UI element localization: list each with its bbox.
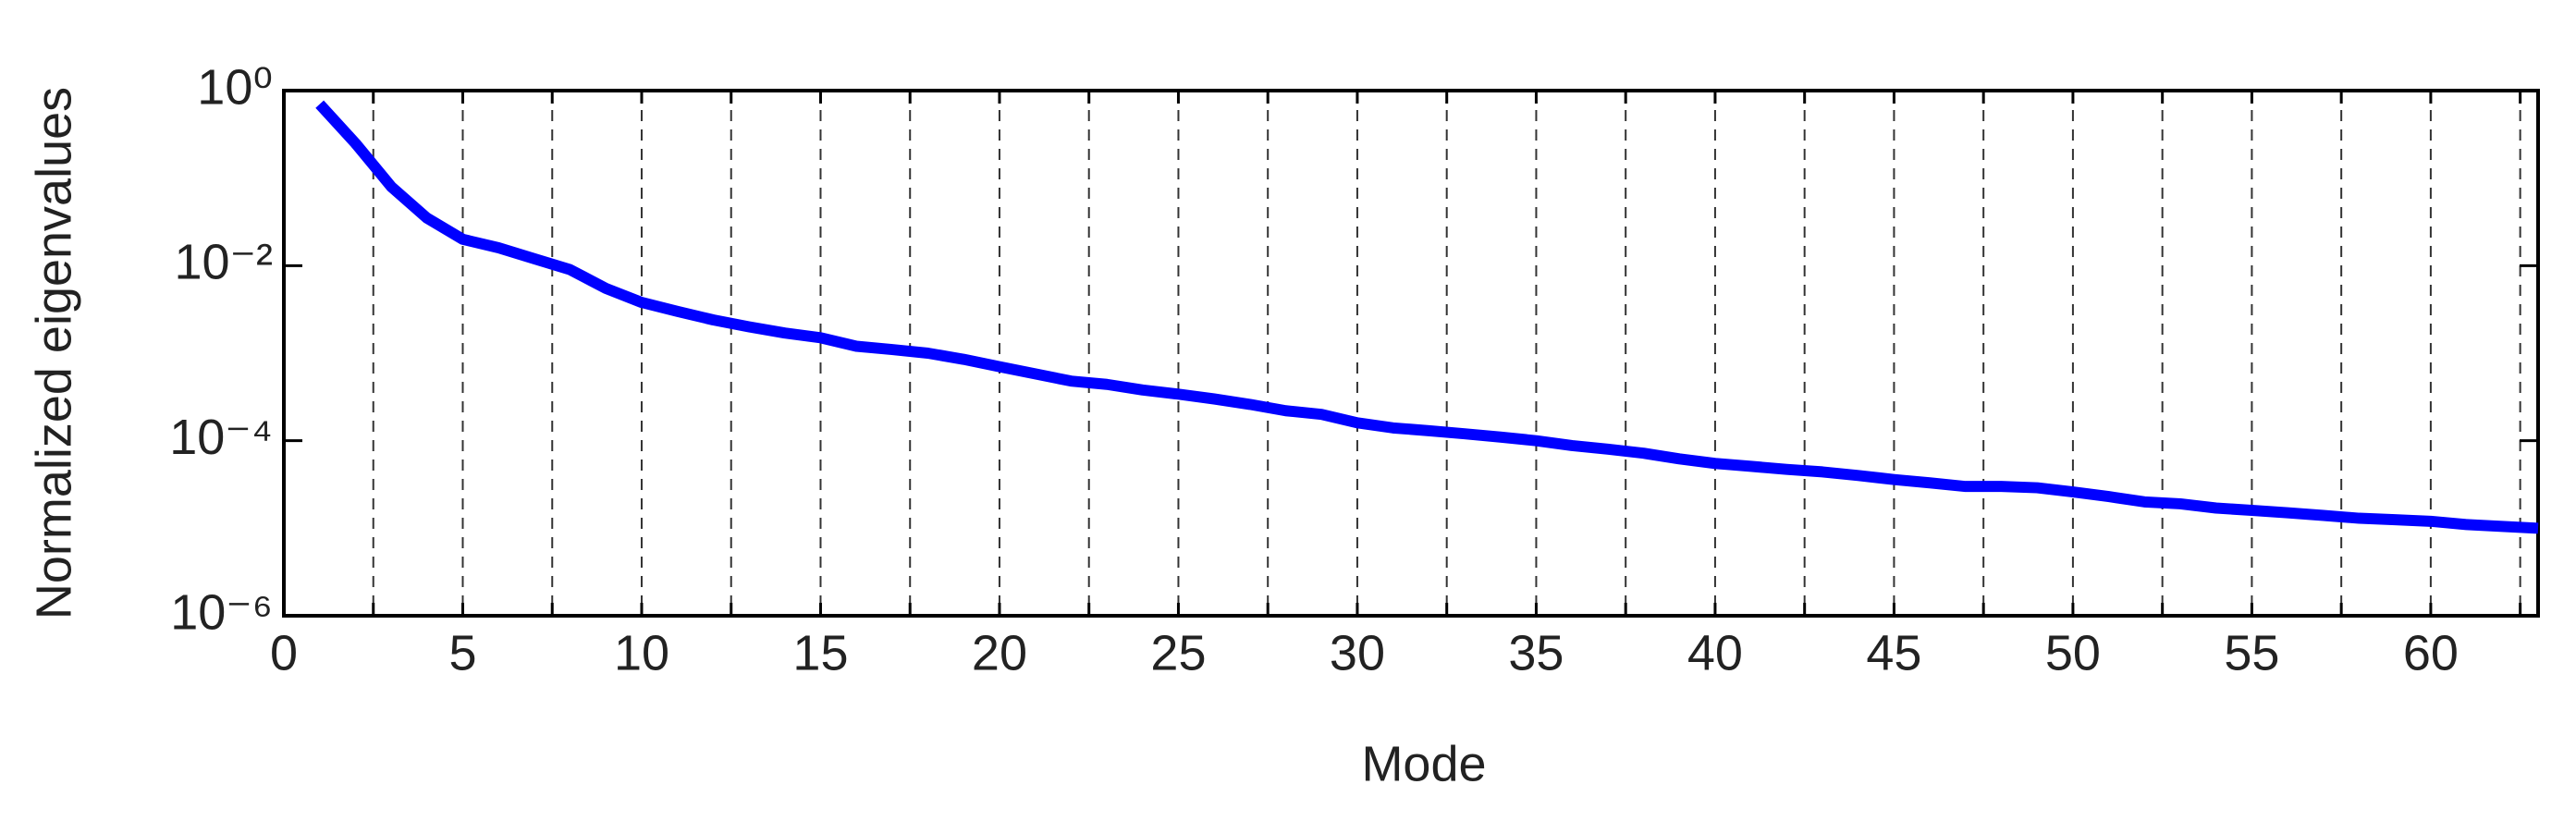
x-tick-label: 30: [1330, 625, 1385, 680]
y-tick-label: 10⁰: [197, 59, 273, 115]
x-tick-label: 45: [1866, 625, 1921, 680]
x-tick-label: 40: [1687, 625, 1743, 680]
x-tick-label: 60: [2403, 625, 2459, 680]
x-tick-label: 15: [792, 625, 848, 680]
x-tick-label: 5: [448, 625, 476, 680]
x-tick-label: 25: [1150, 625, 1206, 680]
y-tick-label: 10⁻⁶: [170, 584, 273, 640]
y-tick-label: 10⁻⁴: [169, 410, 273, 465]
x-tick-label: 20: [972, 625, 1027, 680]
y-tick-label: 10⁻²: [174, 235, 273, 290]
x-tick-label: 10: [614, 625, 669, 680]
x-tick-label: 35: [1508, 625, 1564, 680]
x-tick-label: 50: [2045, 625, 2101, 680]
data-line: [315, 100, 2539, 534]
x-tick-label: 0: [270, 625, 298, 680]
x-tick-label: 55: [2224, 625, 2279, 680]
y-axis-label: Normalized eigenvalues: [26, 87, 81, 619]
x-axis-label: Mode: [1361, 736, 1486, 791]
plot-frame: [282, 89, 2540, 618]
